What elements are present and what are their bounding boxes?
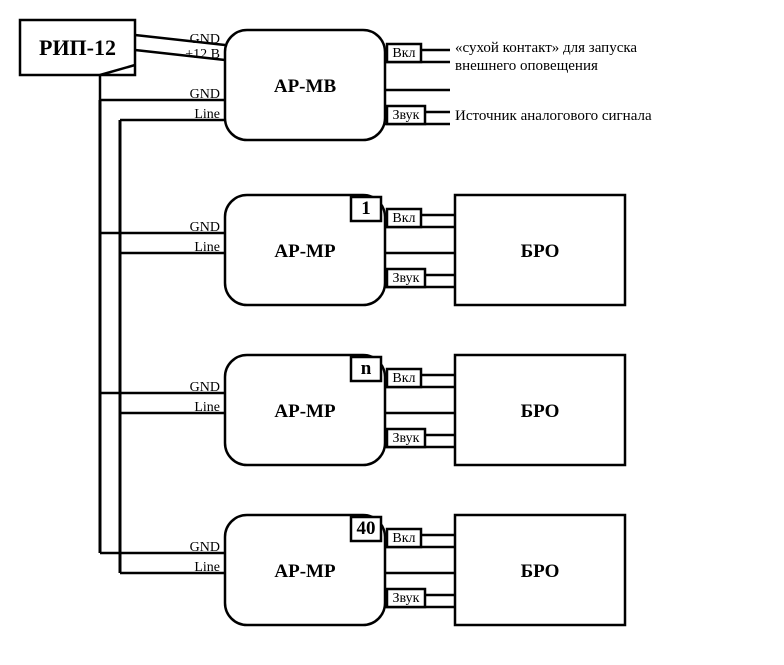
diagram-label: АР-МР (274, 561, 336, 582)
diagram-label: Вкл (392, 211, 415, 226)
diagram-label: Источник аналогового сигнала (455, 108, 652, 124)
diagram-label: АР-МВ (274, 76, 337, 97)
diagram-label: Звук (393, 431, 420, 446)
diagram-label: Line (194, 560, 220, 575)
diagram-label: Line (194, 400, 220, 415)
diagram-label: БРО (521, 561, 560, 582)
diagram-label: БРО (521, 241, 560, 262)
diagram-label: БРО (521, 401, 560, 422)
wiring-diagram: РИП-12АР-МВGND+12 ВGNDLineВкл«сухой конт… (0, 0, 784, 665)
diagram-label: Вкл (392, 531, 415, 546)
diagram-label: n (361, 358, 372, 379)
diagram-label: Line (194, 107, 220, 122)
diagram-label: Звук (393, 108, 420, 123)
diagram-label: РИП-12 (39, 35, 116, 60)
diagram-label: Звук (393, 271, 420, 286)
diagram-label: 1 (361, 198, 371, 219)
diagram-label: +12 В (185, 47, 220, 62)
diagram-label: GND (190, 380, 220, 395)
diagram-label: АР-МР (274, 401, 336, 422)
diagram-label: внешнего оповещения (455, 58, 598, 74)
diagram-label: «сухой контакт» для запуска (455, 40, 637, 56)
diagram-label: Вкл (392, 46, 415, 61)
diagram-label: GND (190, 540, 220, 555)
diagram-label: GND (190, 220, 220, 235)
diagram-label: Звук (393, 591, 420, 606)
diagram-label: GND (190, 32, 220, 47)
diagram-label: АР-МР (274, 241, 336, 262)
diagram-label: 40 (357, 518, 376, 539)
diagram-label: Line (194, 240, 220, 255)
diagram-label: Вкл (392, 371, 415, 386)
diagram-label: GND (190, 87, 220, 102)
